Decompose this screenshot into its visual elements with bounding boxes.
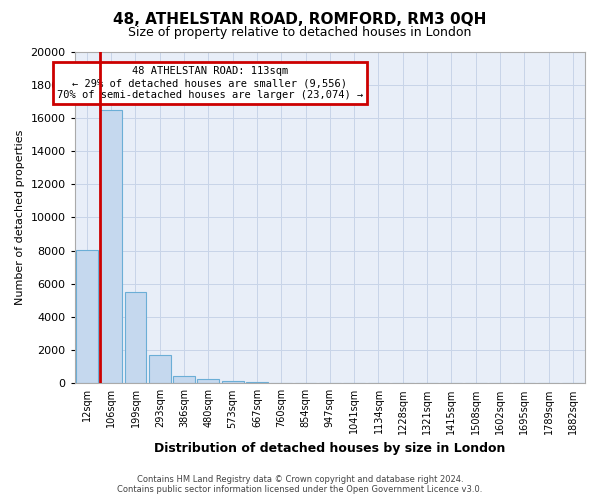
- Bar: [173, 376, 195, 384]
- Bar: [222, 381, 244, 384]
- Bar: [149, 355, 170, 384]
- Bar: [125, 292, 146, 384]
- Bar: [76, 250, 98, 384]
- Text: Size of property relative to detached houses in London: Size of property relative to detached ho…: [128, 26, 472, 39]
- Bar: [197, 379, 219, 384]
- Y-axis label: Number of detached properties: Number of detached properties: [15, 130, 25, 305]
- Text: Contains HM Land Registry data © Crown copyright and database right 2024.
Contai: Contains HM Land Registry data © Crown c…: [118, 474, 482, 494]
- Bar: [246, 382, 268, 384]
- Bar: [100, 110, 122, 384]
- Text: 48 ATHELSTAN ROAD: 113sqm
← 29% of detached houses are smaller (9,556)
70% of se: 48 ATHELSTAN ROAD: 113sqm ← 29% of detac…: [57, 66, 363, 100]
- X-axis label: Distribution of detached houses by size in London: Distribution of detached houses by size …: [154, 442, 506, 455]
- Text: 48, ATHELSTAN ROAD, ROMFORD, RM3 0QH: 48, ATHELSTAN ROAD, ROMFORD, RM3 0QH: [113, 12, 487, 28]
